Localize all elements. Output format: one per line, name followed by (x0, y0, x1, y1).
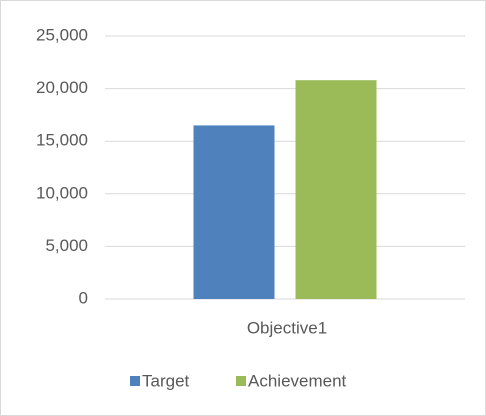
y-tick-label: 5,000 (45, 236, 88, 255)
bar (193, 125, 275, 299)
y-tick-label: 10,000 (36, 183, 88, 202)
y-tick-label: 25,000 (36, 25, 88, 44)
legend-swatch (236, 376, 246, 386)
bar (295, 80, 377, 300)
legend-swatch (130, 376, 140, 386)
x-tick-label: Objective1 (247, 318, 327, 337)
legend-label: Target (142, 371, 190, 390)
y-tick-label: 20,000 (36, 78, 88, 97)
y-tick-label: 0 (79, 288, 88, 307)
y-tick-label: 15,000 (36, 131, 88, 150)
legend-label: Achievement (248, 371, 347, 390)
